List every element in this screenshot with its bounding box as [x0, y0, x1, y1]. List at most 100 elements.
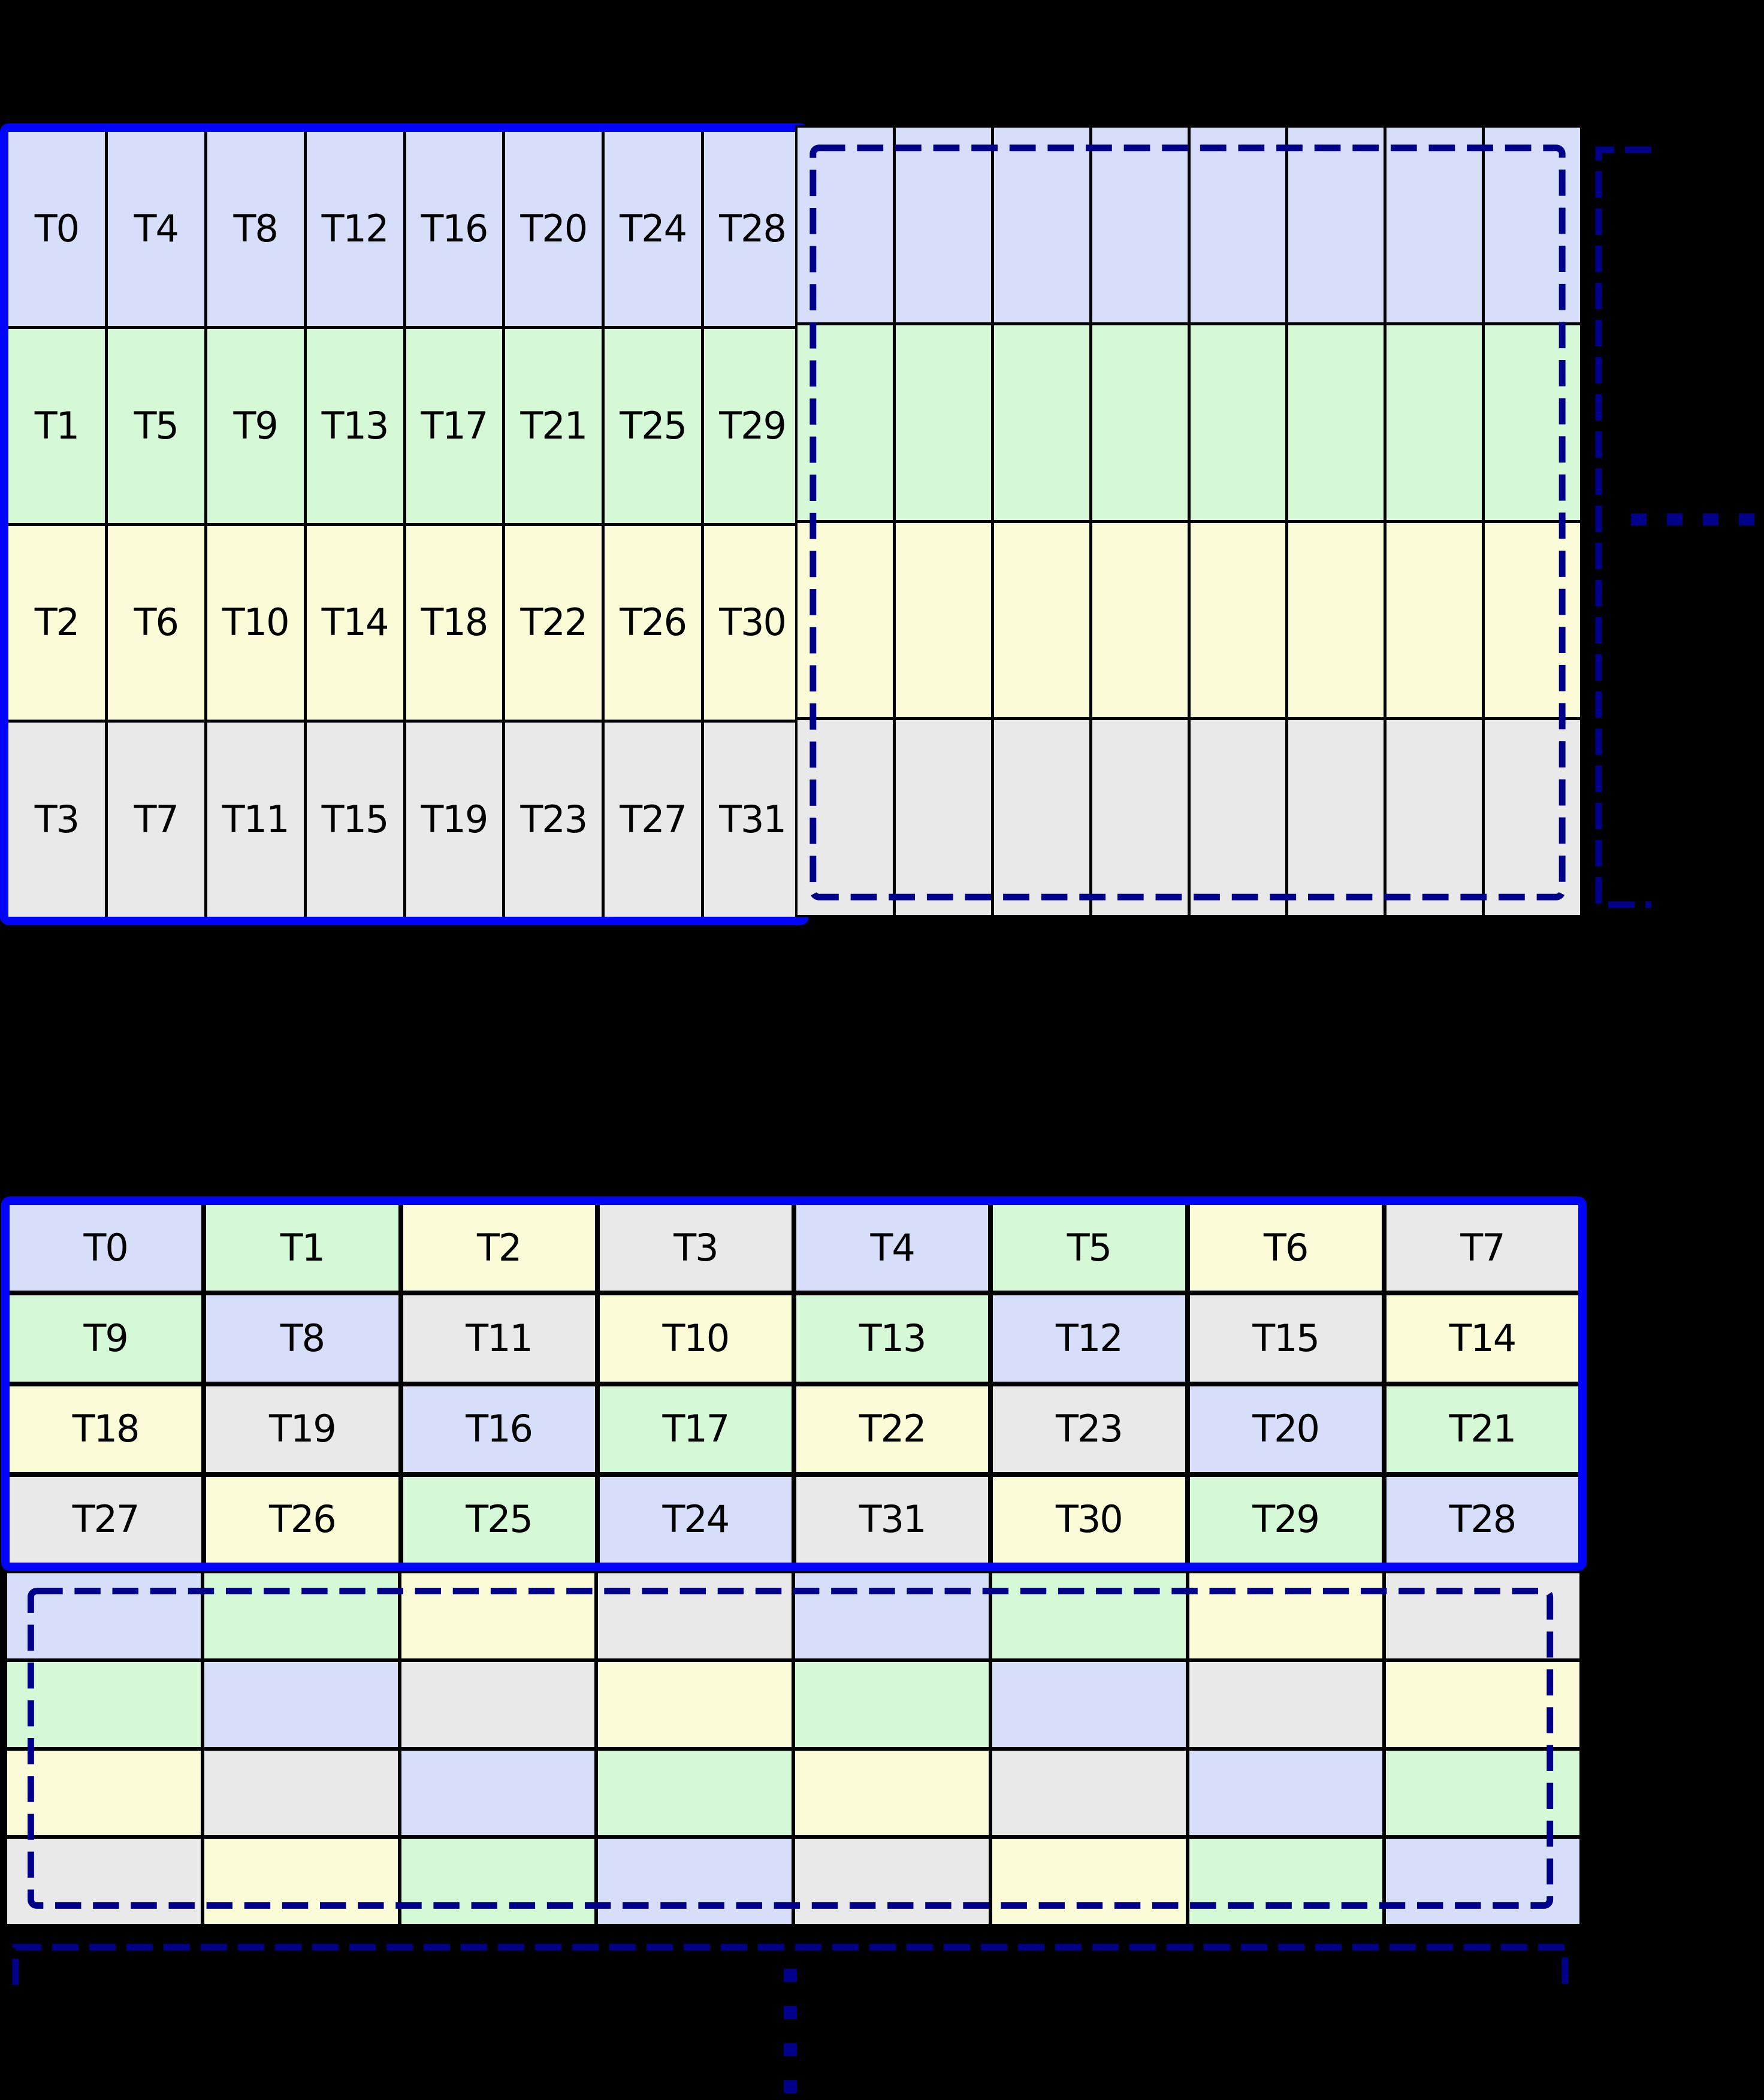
thread-label: T24	[662, 1497, 730, 1542]
continuation-cell	[1387, 325, 1482, 520]
thread-label: T22	[859, 1407, 927, 1451]
thread-label: T11	[466, 1316, 533, 1360]
thread-label: T1	[34, 403, 80, 448]
thread-cell: T1	[206, 1205, 398, 1291]
thread-label: T8	[280, 1316, 325, 1360]
thread-cell: T26	[605, 525, 702, 720]
thread-label: T3	[673, 1225, 718, 1270]
thread-cell: T13	[306, 328, 403, 523]
thread-label: T23	[1055, 1407, 1123, 1451]
continuation-cell	[992, 1839, 1186, 1924]
thread-cell: T20	[1189, 1386, 1382, 1472]
thread-label: T22	[520, 600, 588, 645]
thread-label: T1	[280, 1225, 325, 1270]
thread-label: T15	[1252, 1316, 1320, 1360]
thread-cell: T5	[107, 328, 204, 523]
continuation-cell	[598, 1839, 792, 1924]
continuation-cell	[1189, 1750, 1383, 1836]
continuation-cell	[1387, 522, 1482, 718]
continuation-cell	[7, 1661, 201, 1747]
thread-label: T26	[268, 1497, 337, 1542]
thread-cell: T11	[403, 1295, 595, 1382]
thread-label: T11	[222, 797, 290, 842]
ellipsis-dot	[784, 1969, 797, 1982]
thread-label: T28	[719, 206, 787, 250]
thread-label: T31	[719, 797, 787, 842]
continuation-bracket-right	[1595, 146, 1651, 908]
thread-label: T30	[1055, 1497, 1123, 1542]
thread-cell: T25	[605, 328, 702, 523]
thread-label: T27	[620, 797, 687, 842]
thread-label: T17	[421, 403, 489, 448]
thread-cell: T28	[1386, 1476, 1578, 1563]
continuation-cell	[798, 128, 893, 322]
thread-cell: T22	[505, 525, 602, 720]
thread-label: T14	[1449, 1316, 1517, 1360]
thread-cell: T13	[796, 1295, 989, 1382]
thread-cell: T23	[993, 1386, 1185, 1472]
continuation-cell	[1288, 128, 1384, 322]
ellipsis-dot	[784, 2006, 797, 2019]
continuation-cell	[1485, 128, 1580, 322]
thread-label: T24	[620, 206, 687, 250]
thread-cell: T2	[8, 525, 105, 720]
continuation-cell	[1387, 720, 1482, 915]
ellipsis-dot	[1667, 513, 1683, 525]
thread-label: T7	[1460, 1225, 1505, 1270]
continuation-cell	[204, 1750, 398, 1836]
thread-label: T29	[1252, 1497, 1320, 1542]
ellipsis-dot	[784, 2043, 797, 2056]
continuation-cell	[1092, 522, 1188, 718]
thread-cell: T4	[107, 132, 204, 326]
thread-label: T23	[520, 797, 588, 842]
thread-cell: T8	[206, 1295, 398, 1382]
thread-cell: T10	[599, 1295, 792, 1382]
continuation-cell	[1288, 720, 1384, 915]
continuation-cell	[1189, 1573, 1383, 1658]
continuation-cell	[895, 522, 991, 718]
continuation-cell	[1485, 522, 1580, 718]
continuation-cell	[795, 1661, 989, 1747]
thread-cell: T19	[406, 723, 503, 917]
continuation-cell	[993, 128, 1089, 322]
thread-cell: T16	[403, 1386, 595, 1472]
thread-cell: T14	[1386, 1295, 1578, 1382]
continuation-cell	[1190, 720, 1286, 915]
thread-label: T4	[870, 1225, 915, 1270]
bottom-labeled-thread-grid: T0 T1 T2 T3 T4 T5 T6 T7 T9 T8 T11 T10 T13 T12 T15 T14 T1…	[1, 1196, 1587, 1571]
thread-cell: T24	[599, 1476, 792, 1563]
thread-cell: T29	[704, 328, 801, 523]
thread-cell: T29	[1189, 1476, 1382, 1563]
thread-cell: T24	[605, 132, 702, 326]
ellipsis-dot	[1703, 513, 1718, 525]
continuation-cell	[795, 1573, 989, 1658]
thread-cell: T30	[993, 1476, 1185, 1563]
thread-cell: T6	[107, 525, 204, 720]
thread-cell: T4	[796, 1205, 989, 1291]
thread-label: T19	[421, 797, 489, 842]
thread-cell: T3	[8, 723, 105, 917]
thread-cell: T21	[1386, 1386, 1578, 1472]
thread-label: T10	[222, 600, 290, 645]
thread-cell: T27	[605, 723, 702, 917]
thread-cell: T18	[406, 525, 503, 720]
continuation-cell	[598, 1573, 792, 1658]
thread-label: T17	[662, 1407, 730, 1451]
thread-label: T13	[321, 403, 389, 448]
thread-label: T3	[34, 797, 80, 842]
thread-cell: T2	[403, 1205, 595, 1291]
continuation-cell	[204, 1573, 398, 1658]
continuation-cell	[1387, 128, 1482, 322]
thread-label: T15	[321, 797, 389, 842]
thread-label: T2	[476, 1225, 522, 1270]
continuation-cell	[401, 1750, 595, 1836]
continuation-cell	[798, 522, 893, 718]
continuation-cell	[798, 720, 893, 915]
thread-label: T20	[520, 206, 588, 250]
ellipsis-dot	[1739, 513, 1754, 525]
thread-label: T9	[233, 403, 279, 448]
thread-cell: T7	[107, 723, 204, 917]
ellipsis-vertical-icon	[784, 1969, 797, 2093]
thread-label: T10	[662, 1316, 730, 1360]
ellipsis-horizontal-icon	[1631, 513, 1754, 525]
